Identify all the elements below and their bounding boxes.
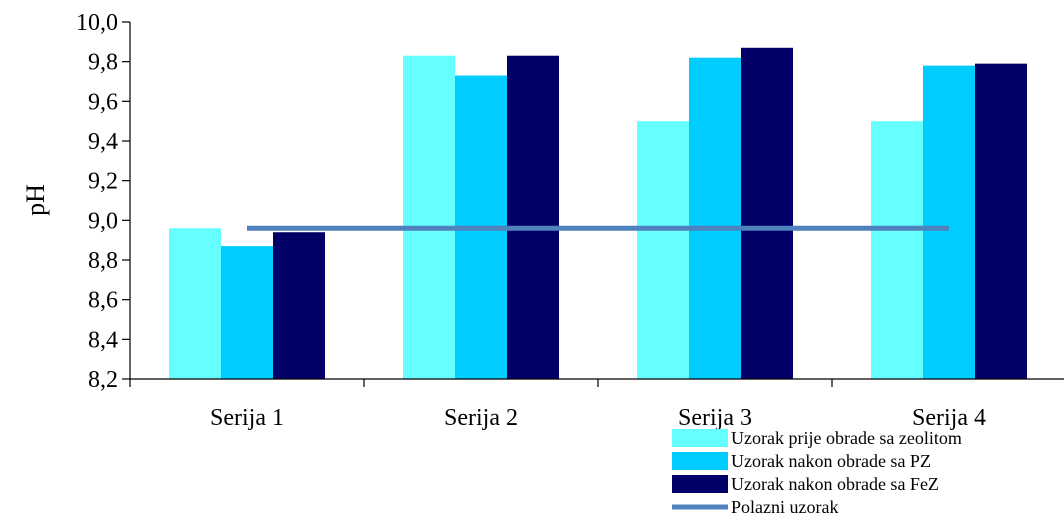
y-tick-label: 8,6 [88,288,118,314]
legend-swatch-1 [672,429,728,447]
bar-3-4 [975,63,1027,380]
x-tick-label: Serija 2 [444,405,518,431]
x-tick-label: Serija 1 [210,405,284,431]
bar-3-3 [741,47,793,380]
legend-label-3: Uzorak nakon obrade sa FeZ [731,474,939,494]
bar-1-1 [169,228,221,379]
bar-2-4 [923,65,975,379]
y-axis-title: pH [21,184,50,216]
y-tick-label: 10,0 [76,10,118,36]
bar-1-2 [403,55,455,379]
bar-2-1 [221,246,273,379]
bar-3-2 [507,55,559,379]
legend: Uzorak prije obrade sa zeolitom Uzorak na… [672,428,962,517]
axes-layer: 8,2 8,4 8,6 8,8 9,0 9,2 9,4 9,6 9,8 10,0 Serija 1 S… [76,10,1064,431]
legend-swatch-3 [672,475,728,493]
legend-label-2: Uzorak nakon obrade sa PZ [731,451,931,471]
legend-swatch-2 [672,452,728,470]
y-tick-label: 8,4 [88,327,118,353]
x-tick-label: Serija 4 [912,405,986,431]
bar-1-4 [871,121,923,380]
y-tick-label: 9,8 [88,50,118,76]
bar-1-3 [637,121,689,380]
y-tick-label: 8,2 [88,367,118,393]
y-tick-label: 8,8 [88,248,118,274]
y-tick-label: 9,4 [88,129,118,155]
y-tick-label: 9,6 [88,89,118,115]
legend-label-1: Uzorak prije obrade sa zeolitom [731,428,962,448]
bar-3-1 [273,232,325,379]
y-tick-label: 9,0 [88,208,118,234]
bar-2-3 [689,57,741,379]
y-tick-label: 9,2 [88,169,118,195]
legend-label-4: Polazni uzorak [731,497,838,517]
bars-layer [169,47,1027,380]
x-tick-label: Serija 3 [678,405,752,431]
